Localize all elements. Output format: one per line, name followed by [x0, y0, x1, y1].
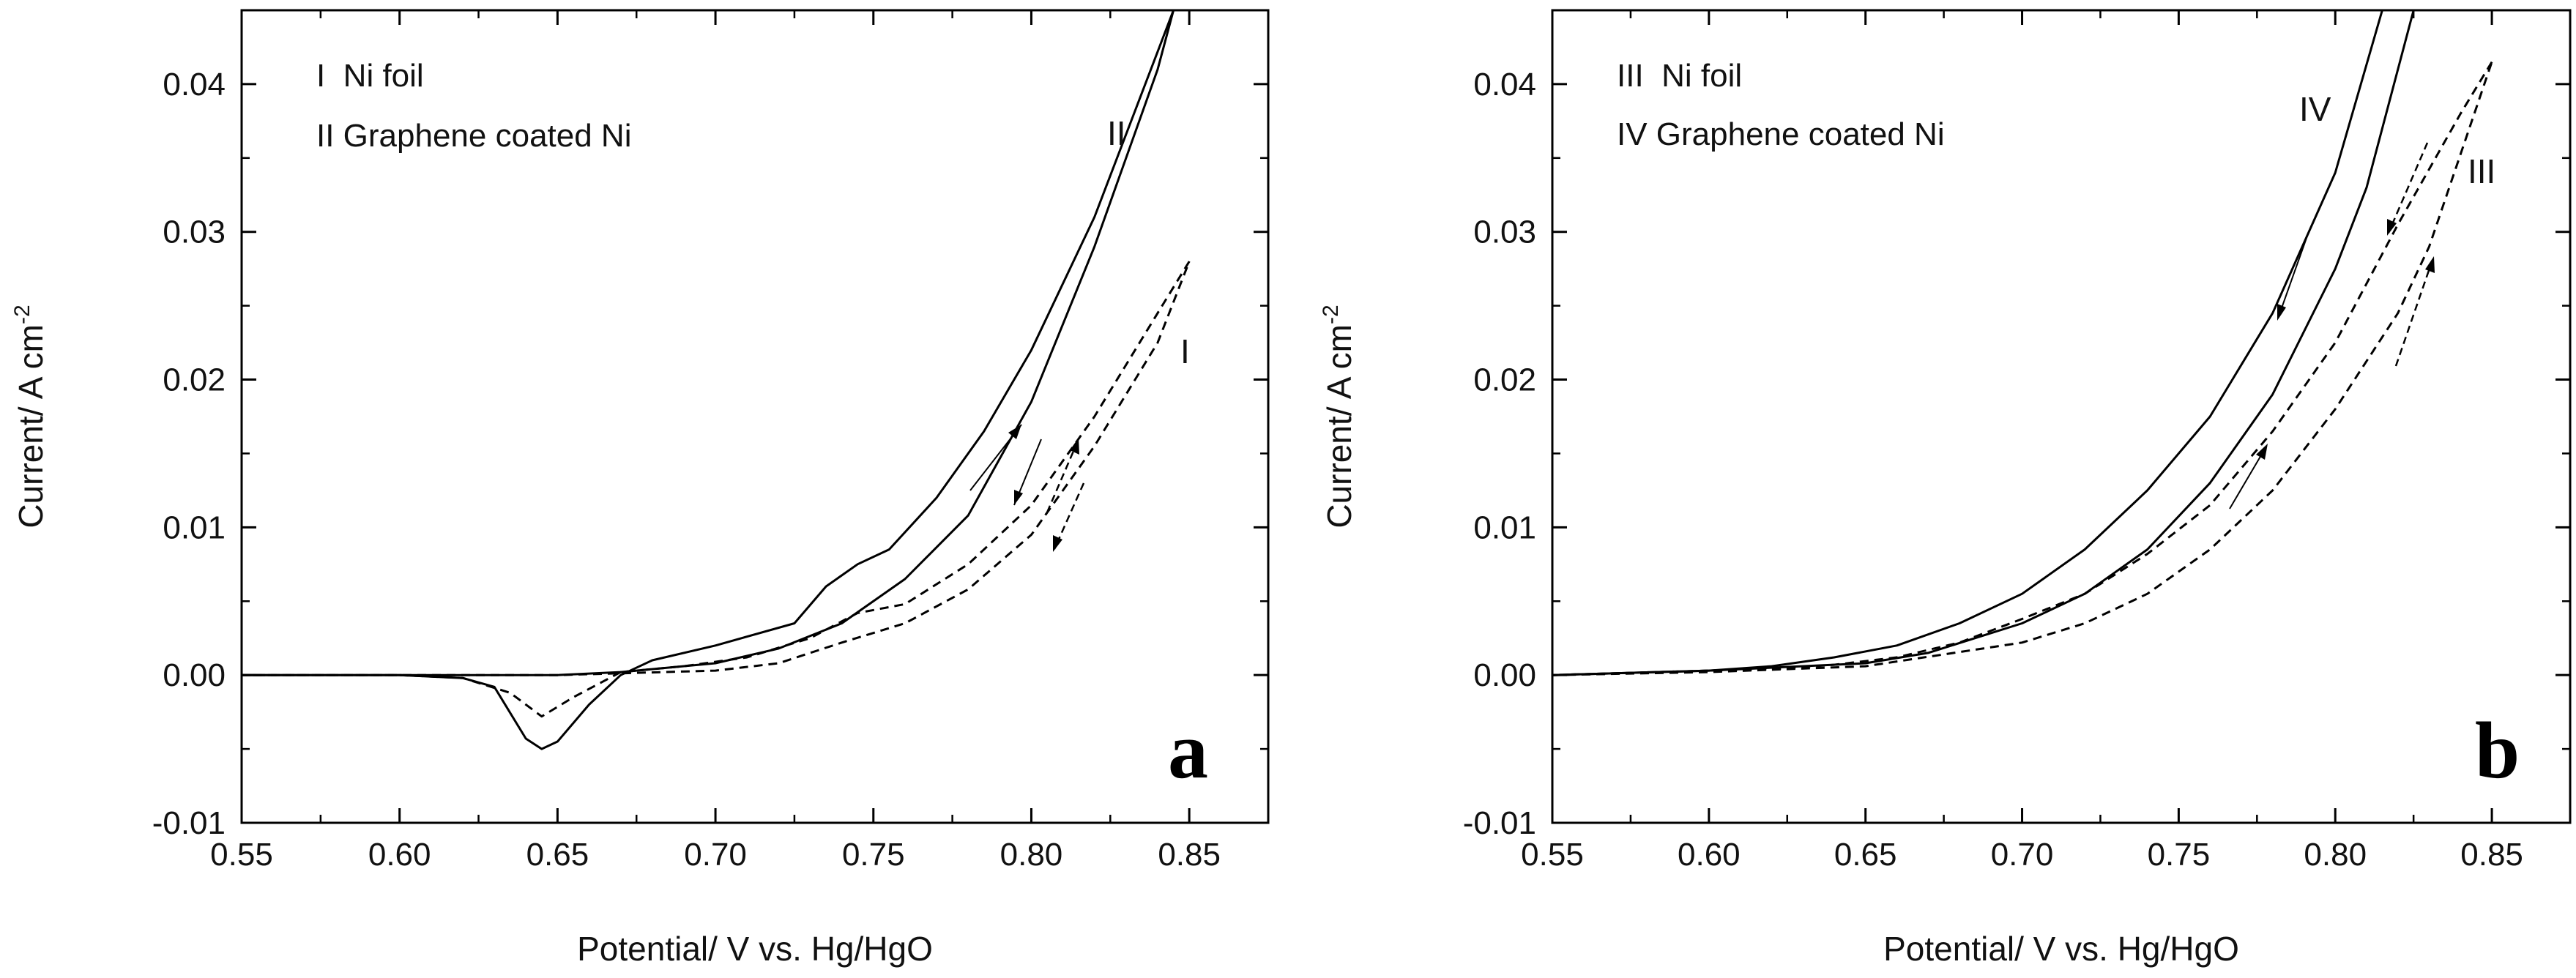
series-line: [242, 261, 1191, 676]
x-tick-label: 0.85: [2460, 837, 2523, 873]
legend-item-1: I Ni foil: [316, 58, 424, 94]
scan-arrow: [2394, 259, 2434, 367]
x-axis-title: Potential/ V vs. Hg/HgO: [1883, 930, 2239, 968]
y-tick-label: -0.01: [1463, 805, 1536, 841]
series-line: [242, 10, 1175, 676]
legend-item-2: IV Graphene coated Ni: [1617, 116, 1945, 152]
y-tick-label: 0.02: [163, 362, 226, 398]
scan-arrow: [1046, 438, 1080, 513]
plot-frame: [240, 9, 1270, 824]
arrow-head: [1014, 490, 1023, 505]
y-tick-labels: -0.01 0.00 0.01 0.02 0.03 0.04: [152, 67, 226, 841]
legend-item-2: II Graphene coated Ni: [316, 118, 631, 154]
y-axis-title-base: Current/ A cm: [1320, 324, 1358, 529]
arrow-head: [2256, 444, 2268, 460]
x-tick-labels: 0.55 0.60 0.65 0.70 0.75 0.80 0.85: [210, 837, 1221, 873]
y-tick-label: 0.03: [163, 214, 226, 250]
x-tick-label: 0.75: [2148, 837, 2211, 873]
y-tick-label: 0.02: [1473, 362, 1536, 398]
axis-ticks: [240, 10, 1268, 824]
y-axis-title-base: Current/ A cm: [12, 324, 50, 529]
arrow-head: [1008, 425, 1021, 439]
x-tick-label: 0.80: [1000, 837, 1063, 873]
series-group: [242, 10, 1191, 750]
y-tick-label: 0.04: [1473, 67, 1536, 102]
x-tick-label: 0.60: [368, 837, 431, 873]
y-tick-label: 0.04: [163, 67, 226, 102]
curve-label-i: I: [1180, 332, 1190, 370]
series-line: [1552, 10, 2415, 676]
scan-arrow: [2278, 237, 2307, 317]
series-line: [1552, 10, 2383, 676]
panel-b: 0.55 0.60 0.65 0.70 0.75 0.80 0.85 -0.01 0.00 0.…: [1319, 9, 2572, 968]
arrow-head: [1070, 438, 1079, 455]
x-tick-label: 0.55: [210, 837, 273, 873]
x-tick-label: 0.85: [1158, 837, 1221, 873]
curve-label-iv: IV: [2299, 90, 2331, 128]
y-axis-title: Current/ A cm-2: [10, 305, 50, 528]
y-axis-title-sup: -2: [10, 305, 34, 324]
arrows-group: [969, 424, 1085, 552]
series-line: [1552, 61, 2493, 676]
arrow-head: [2387, 219, 2397, 236]
scan-arrow: [2387, 142, 2429, 234]
y-tick-label: -0.01: [152, 805, 226, 841]
curve-label-ii: II: [1107, 114, 1126, 152]
panel-a: 0.55 0.60 0.65 0.70 0.75 0.80 0.85 -0.01 0.00 0.…: [10, 9, 1270, 968]
y-axis-title: Current/ A cm-2: [1319, 305, 1358, 528]
series-group: [1552, 10, 2493, 676]
y-tick-label: 0.00: [1473, 657, 1536, 693]
panel-label: a: [1168, 706, 1208, 795]
y-tick-label: 0.03: [1473, 214, 1536, 250]
series-line: [242, 261, 1191, 718]
axis-ticks: [1551, 10, 2570, 824]
x-tick-label: 0.70: [684, 837, 747, 873]
x-tick-label: 0.80: [2304, 837, 2367, 873]
arrow-head: [1053, 535, 1062, 552]
curve-label-iii: III: [2468, 152, 2495, 190]
x-tick-label: 0.75: [842, 837, 905, 873]
x-tick-label: 0.65: [526, 837, 589, 873]
arrow-head: [2425, 256, 2435, 273]
x-tick-label: 0.70: [1991, 837, 2054, 873]
x-tick-labels: 0.55 0.60 0.65 0.70 0.75 0.80 0.85: [1521, 837, 2523, 873]
y-axis-title-sup: -2: [1319, 305, 1343, 324]
panel-label: b: [2475, 706, 2520, 795]
y-tick-label: 0.00: [163, 657, 226, 693]
arrows-group: [2229, 142, 2435, 509]
series-line: [1552, 61, 2493, 676]
x-tick-label: 0.65: [1834, 837, 1897, 873]
x-tick-label: 0.55: [1521, 837, 1584, 873]
legend-item-1: III Ni foil: [1617, 58, 1742, 94]
y-tick-label: 0.01: [163, 509, 226, 545]
y-tick-label: 0.01: [1473, 509, 1536, 545]
y-tick-labels: -0.01 0.00 0.01 0.02 0.03 0.04: [1463, 67, 1536, 841]
series-line: [242, 10, 1175, 750]
x-axis-title: Potential/ V vs. Hg/HgO: [577, 930, 933, 968]
arrow-head: [2277, 304, 2286, 321]
x-tick-label: 0.60: [1678, 837, 1741, 873]
plot-frame: [1551, 9, 2572, 824]
